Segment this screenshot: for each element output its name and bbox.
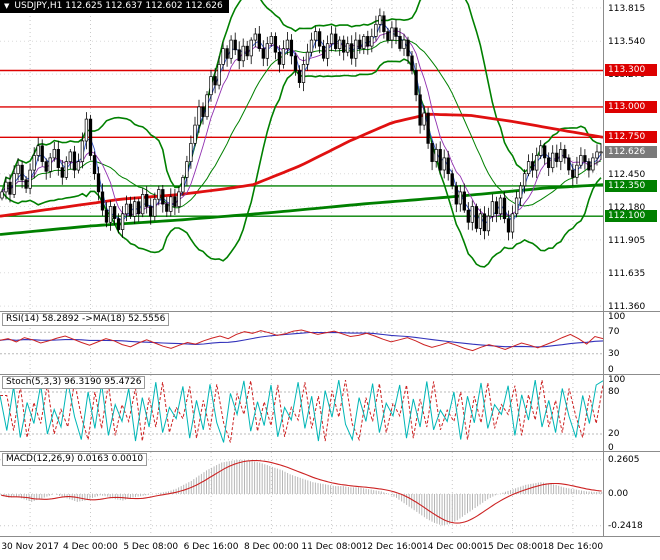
macd-tick-label: 0.00 [608,489,629,499]
date-label: 14 Dec 00:00 [421,542,483,552]
stoch-tick-label: 100 [608,375,626,385]
date-label: 12 Dec 16:00 [361,542,423,552]
price-tick-label: 113.815 [608,3,646,14]
chart-menu-icon[interactable]: ▼ [4,2,10,10]
macd-axis[interactable]: 0.2605 0.00 -0.2418 [603,452,660,536]
symbol-ohlc-text: USDJPY,H1 112.625 112.637 112.602 112.62… [14,1,223,11]
level-price-tag: 112.750 [605,131,657,144]
date-label: 30 Nov 2017 [1,542,59,552]
date-label: 15 Dec 08:00 [482,542,543,552]
date-label: 6 Dec 16:00 [183,542,239,552]
macd-label: MACD(12,26,9) 0.0163 0.0010 [2,453,148,466]
rsi-tick-label: 0 [608,365,614,375]
stochastic-axis[interactable]: 100 80 20 0 [603,375,660,453]
rsi-label: RSI(14) 58.2892 ->MA(18) 52.5556 [2,313,170,326]
price-tick-label: 112.450 [608,169,646,180]
stochastic-label: Stoch(5,3,3) 96.3190 95.4726 [2,376,146,389]
level-price-tag: 113.000 [605,100,657,113]
date-label: 5 Dec 08:00 [123,542,179,552]
stochastic-plot[interactable] [0,375,603,451]
rsi-axis[interactable]: 100 70 30 0 [603,312,660,375]
symbol-header[interactable]: ▼ USDJPY,H1 112.625 112.637 112.602 112.… [0,0,229,13]
stoch-tick-label: 20 [608,429,620,439]
level-price-tag: 113.300 [605,64,657,77]
level-price-tag: 112.100 [605,210,657,223]
stoch-tick-label: 80 [608,387,620,397]
date-label: 18 Dec 16:00 [542,542,604,552]
date-label: 4 Dec 00:00 [63,542,118,552]
rsi-tick-label: 30 [608,348,620,359]
price-tick-label: 113.540 [608,37,646,48]
date-label: 8 Dec 00:00 [243,542,299,552]
stochastic-panel: 100 80 20 0 Stoch(5,3,3) 96.3190 95.4726 [0,375,660,453]
current-price-tag: 112.626 [605,146,657,159]
price-plot[interactable] [0,0,603,311]
time-axis[interactable]: 30 Nov 2017 4 Dec 00:00 5 Dec 08:00 6 Dec 1… [0,537,660,560]
rsi-tick-label: 70 [608,327,620,338]
macd-panel: 0.2605 0.00 -0.2418 MACD(12,26,9) 0.0163 0… [0,452,660,537]
stoch-tick-label: 0 [608,443,614,453]
rsi-tick-label: 100 [608,312,626,322]
date-label: 11 Dec 08:00 [301,542,362,552]
price-axis[interactable]: 113.815113.540113.270112.450112.180111.9… [603,0,660,313]
price-tick-label: 112.180 [608,202,646,213]
price-tick-label: 111.635 [608,268,646,279]
level-price-tag: 112.350 [605,179,657,192]
macd-tick-label: -0.2418 [608,520,643,531]
price-tick-label: 111.360 [608,302,646,313]
rsi-panel: 100 70 30 0 RSI(14) 58.2892 ->MA(18) 52.555… [0,312,660,375]
price-tick-label: 111.905 [608,235,646,246]
rsi-plot[interactable] [0,312,603,374]
main-chart-panel: 113.815113.540113.270112.450112.180111.9… [0,0,660,312]
macd-tick-label: 0.2605 [608,454,640,465]
